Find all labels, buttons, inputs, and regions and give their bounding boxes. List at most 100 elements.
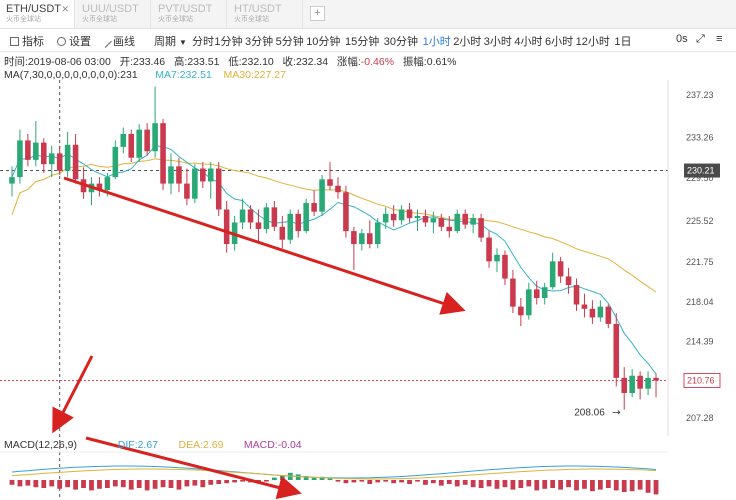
candle-body	[573, 285, 580, 305]
candle-body	[263, 207, 270, 229]
interval-5[interactable]: 15分钟	[345, 36, 380, 48]
ma7-line	[11, 145, 657, 375]
settings-button[interactable]: 设置	[57, 33, 91, 49]
tab-exchange: 火币全球站	[6, 16, 41, 23]
candle-body	[478, 218, 484, 238]
interval-0[interactable]: 分时	[192, 36, 214, 48]
interval-1[interactable]: 1分钟	[214, 36, 243, 48]
candle-body	[160, 123, 166, 184]
macd-bar	[518, 480, 524, 488]
macd-bar	[653, 480, 659, 495]
macd-bar	[637, 480, 643, 490]
macd-bar	[105, 480, 110, 488]
candle-body	[176, 166, 182, 184]
candle-body	[422, 215, 429, 223]
tab-label: PVT/USDT	[158, 3, 213, 15]
tab-exchange: 火币全球站	[82, 16, 117, 23]
macd-bar	[645, 480, 651, 493]
fullscreen-icon[interactable]: ⤢	[696, 33, 705, 45]
macd-bar	[534, 480, 540, 491]
chart-toolbar: 指标 设置 画线 周期 ▼ 分时 1分钟 3分钟 5分钟 10分钟 15分钟 30分钟 1小时 2…	[0, 29, 736, 52]
macd-bar	[176, 480, 182, 490]
macd-bar	[359, 480, 365, 482]
candle-body	[446, 226, 453, 232]
macd-bar	[478, 480, 484, 488]
macd-bar	[136, 480, 142, 488]
candle-body	[271, 207, 278, 227]
interval-8[interactable]: 2小时	[453, 36, 482, 48]
indicator-icon	[10, 37, 19, 46]
candle-body	[502, 254, 508, 279]
candle-body	[557, 261, 564, 277]
candle-body	[247, 209, 254, 223]
interval-7[interactable]: 1小时	[422, 36, 451, 48]
countdown-text: 0s	[676, 33, 688, 45]
macd-bar	[415, 480, 420, 482]
last-price-text: 210.76	[687, 375, 715, 385]
indicator-label: 指标	[22, 36, 44, 48]
macd-bar	[621, 480, 627, 492]
candle-body	[215, 168, 222, 210]
time-value: 2019-08-06 03:00	[27, 56, 111, 68]
settings-label: 设置	[69, 36, 91, 48]
candle-body	[382, 213, 389, 223]
macd-bar	[97, 480, 102, 489]
open-label: 开:	[119, 56, 134, 68]
macd-bar	[597, 480, 603, 490]
candle-body	[152, 123, 158, 152]
macd-value: MACD:-0.04	[243, 439, 302, 451]
macd-bar	[319, 476, 325, 480]
y-tick-label: 218.04	[686, 297, 714, 307]
draw-line-button[interactable]: 画线	[99, 33, 135, 49]
interval-4[interactable]: 10分钟	[306, 36, 341, 48]
interval-13[interactable]: 1日	[614, 36, 632, 48]
macd-bar	[462, 480, 468, 485]
interval-9[interactable]: 3小时	[483, 36, 512, 48]
downtrend-arrow	[63, 176, 466, 315]
candle-body	[136, 129, 142, 158]
y-tick-label: 237.23	[686, 90, 714, 100]
ma30-line	[11, 158, 657, 293]
tab-ht-usdt[interactable]: HT/USDT 火币全球站	[228, 0, 303, 28]
macd-bar	[57, 480, 63, 489]
tab-exchange: 火币全球站	[158, 16, 193, 23]
dea-value: DEA:2.69	[178, 439, 224, 451]
candle-body	[438, 218, 445, 227]
macd-bar	[327, 478, 333, 480]
low-value: 232.10	[241, 56, 274, 68]
interval-3[interactable]: 5分钟	[275, 36, 304, 48]
interval-12[interactable]: 12小时	[575, 36, 610, 48]
macd-bar	[9, 480, 15, 485]
menu-icon[interactable]: ≡	[716, 33, 723, 45]
candle-body	[390, 213, 397, 221]
macd-bar	[152, 480, 158, 489]
candle-body	[454, 213, 461, 232]
candle-body	[533, 289, 540, 299]
macd-bar	[383, 480, 389, 482]
interval-2[interactable]: 3分钟	[245, 36, 274, 48]
candle-body	[120, 133, 127, 147]
add-tab-button[interactable]: +	[310, 6, 325, 21]
interval-10[interactable]: 4小时	[514, 36, 543, 48]
tab-bar: ETH/USDT 火币全球站 ✕ UUU/USDT 火币全球站 PVT/USDT…	[0, 0, 736, 29]
macd-bar	[112, 480, 118, 487]
period-dropdown[interactable]: 周期 ▼	[154, 33, 187, 49]
low-annotation-arrow: →	[612, 408, 620, 419]
candle-body	[311, 203, 317, 212]
interval-11[interactable]: 6小时	[545, 36, 574, 48]
tab-pvt-usdt[interactable]: PVT/USDT 火币全球站	[152, 0, 227, 28]
close-icon[interactable]: ✕	[61, 4, 69, 14]
candle-body	[518, 306, 524, 316]
draw-line-label: 画线	[113, 36, 135, 48]
candle-body	[414, 215, 421, 219]
candle-body	[48, 153, 55, 165]
macd-bar	[81, 480, 86, 488]
indicator-button[interactable]: 指标	[10, 33, 44, 49]
tab-uuu-usdt[interactable]: UUU/USDT 火币全球站	[76, 0, 151, 28]
interval-6[interactable]: 30分钟	[383, 36, 419, 48]
tab-label: UUU/USDT	[82, 3, 139, 15]
macd-bar	[351, 480, 357, 483]
tab-eth-usdt[interactable]: ETH/USDT 火币全球站 ✕	[0, 0, 75, 28]
candle-body	[462, 213, 468, 225]
